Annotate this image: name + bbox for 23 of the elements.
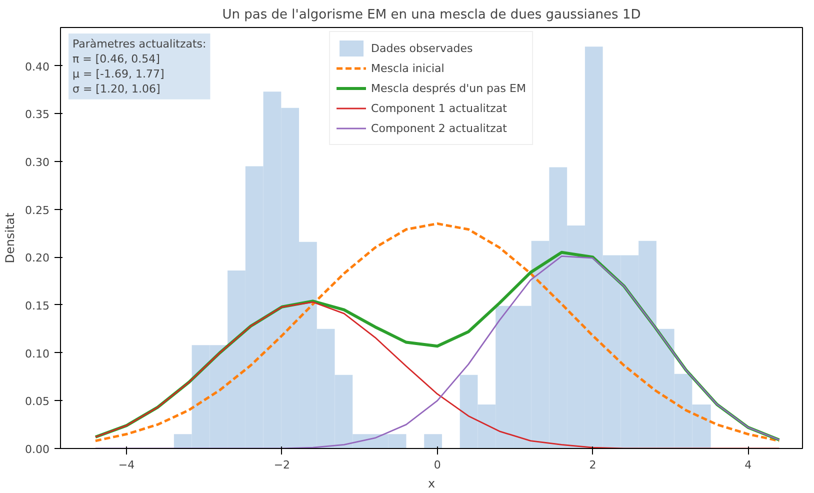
y-tick-label: 0.10 [25, 347, 50, 360]
legend-label: Mescla inicial [371, 61, 444, 75]
x-tick-label: −2 [274, 458, 290, 472]
y-tick-label: 0.20 [25, 252, 50, 265]
y-tick-label: 0.25 [25, 204, 50, 217]
x-tick-label: 0 [434, 458, 441, 472]
chart-title: Un pas de l'algorisme EM en una mescla de dues gaussianes 1D [222, 8, 641, 22]
y-tick-label: 0.35 [25, 108, 50, 122]
legend-label: Mescla després d'un pas EM [371, 81, 526, 95]
legend-label: Component 1 actualitzat [371, 101, 507, 115]
y-tick-label: 0.05 [25, 395, 50, 408]
annotation: Paràmetres actualitzats: π = [0.46, 0.54] μ = [-1.69, 1.77] σ = [1.20, 1.06] [72, 38, 206, 96]
y-tick-label: 0.30 [25, 156, 50, 169]
y-tick-label: 0.15 [25, 299, 50, 312]
x-tick-label: −4 [118, 458, 135, 472]
legend-label: Component 2 actualitzat [371, 121, 507, 135]
x-axis-title: x [428, 476, 436, 490]
y-tick-label: 0.40 [25, 60, 50, 74]
x-tick-label: 2 [589, 458, 596, 472]
y-tick-label: 0.00 [25, 443, 50, 456]
y-axis-title: Densitat [3, 212, 18, 264]
x-tick-label: 4 [744, 458, 752, 472]
legend-label: Dades observades [371, 41, 473, 55]
